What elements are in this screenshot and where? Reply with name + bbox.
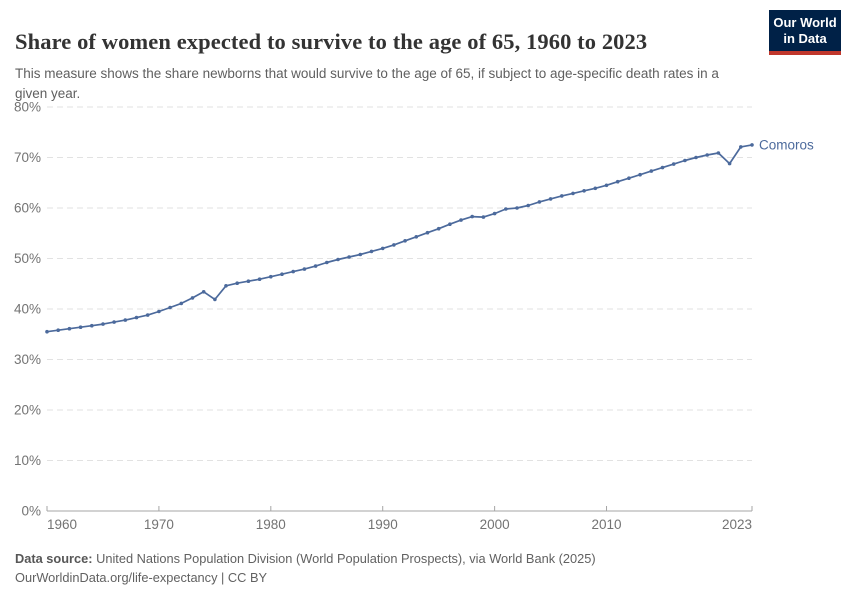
- data-source-text: United Nations Population Division (Worl…: [92, 551, 596, 566]
- data-point[interactable]: [638, 172, 642, 177]
- data-point[interactable]: [604, 183, 609, 188]
- data-point[interactable]: [548, 197, 553, 201]
- data-point[interactable]: [582, 189, 586, 193]
- data-point[interactable]: [459, 218, 463, 222]
- data-point[interactable]: [392, 243, 396, 247]
- data-point[interactable]: [615, 179, 620, 184]
- data-point[interactable]: [515, 206, 519, 210]
- data-point[interactable]: [470, 214, 475, 219]
- entity-label[interactable]: Comoros: [759, 137, 814, 152]
- data-point[interactable]: [213, 297, 217, 302]
- data-point[interactable]: [571, 191, 575, 196]
- x-tick-label: 1970: [144, 517, 174, 532]
- y-tick-label: 60%: [14, 201, 41, 216]
- data-point[interactable]: [649, 169, 654, 173]
- data-point[interactable]: [157, 309, 161, 314]
- data-point[interactable]: [727, 161, 732, 166]
- y-tick-label: 10%: [14, 453, 41, 468]
- x-tick-label: 1960: [47, 517, 77, 532]
- data-point[interactable]: [123, 318, 128, 322]
- y-tick-label: 80%: [14, 100, 41, 115]
- y-tick-label: 40%: [14, 302, 41, 317]
- data-source-label: Data source:: [15, 551, 93, 566]
- data-point[interactable]: [403, 239, 407, 243]
- chart-subtitle: This measure shows the share newborns th…: [15, 65, 719, 101]
- data-point[interactable]: [660, 165, 665, 170]
- data-point[interactable]: [235, 281, 239, 286]
- data-point[interactable]: [201, 290, 206, 294]
- x-tick-label: 2000: [480, 517, 510, 532]
- attribution-line: OurWorldinData.org/life-expectancy | CC …: [15, 568, 835, 587]
- data-point[interactable]: [134, 315, 139, 320]
- data-point[interactable]: [90, 323, 94, 328]
- data-point[interactable]: [179, 301, 184, 306]
- data-point[interactable]: [369, 249, 374, 254]
- data-point[interactable]: [739, 145, 743, 149]
- data-point[interactable]: [246, 279, 251, 284]
- data-point[interactable]: [448, 222, 452, 226]
- license-link[interactable]: CC BY: [227, 570, 268, 585]
- chart-footer: Data source: United Nations Population D…: [15, 549, 835, 587]
- series-line[interactable]: [46, 144, 753, 333]
- data-point[interactable]: [380, 246, 385, 251]
- x-tick-label: 2010: [592, 517, 622, 532]
- data-point[interactable]: [336, 257, 340, 262]
- data-point[interactable]: [560, 194, 564, 198]
- data-point[interactable]: [291, 269, 296, 274]
- data-point[interactable]: [145, 313, 150, 317]
- y-tick-label: 0%: [21, 504, 41, 519]
- x-tick-label: 1980: [256, 517, 286, 532]
- data-point[interactable]: [671, 162, 676, 166]
- data-point[interactable]: [425, 230, 430, 235]
- data-point[interactable]: [257, 277, 262, 282]
- data-point[interactable]: [414, 235, 419, 239]
- data-point[interactable]: [190, 296, 195, 300]
- owid-logo-line1: Our World: [773, 15, 837, 30]
- data-point[interactable]: [492, 211, 497, 216]
- data-point[interactable]: [313, 264, 318, 268]
- data-point[interactable]: [347, 255, 351, 259]
- data-point[interactable]: [78, 325, 83, 330]
- data-point[interactable]: [325, 260, 329, 265]
- data-point[interactable]: [627, 176, 631, 180]
- data-point[interactable]: [168, 305, 172, 310]
- y-tick-label: 50%: [14, 251, 41, 266]
- data-point[interactable]: [750, 143, 754, 147]
- owid-logo-line2: in Data: [783, 30, 827, 46]
- data-point[interactable]: [705, 153, 709, 157]
- data-point[interactable]: [716, 151, 721, 155]
- data-point[interactable]: [593, 186, 598, 191]
- data-point[interactable]: [67, 326, 72, 331]
- data-point[interactable]: [269, 274, 273, 279]
- data-point[interactable]: [101, 322, 105, 326]
- data-point[interactable]: [683, 158, 687, 163]
- data-point[interactable]: [224, 284, 228, 288]
- data-point[interactable]: [537, 200, 542, 204]
- data-point[interactable]: [481, 215, 486, 219]
- data-point[interactable]: [358, 252, 363, 257]
- data-point[interactable]: [280, 272, 284, 277]
- data-point[interactable]: [504, 207, 508, 211]
- x-tick-label: 1990: [368, 517, 398, 532]
- footer-separator: |: [217, 570, 228, 585]
- data-point[interactable]: [45, 329, 49, 334]
- data-point[interactable]: [526, 203, 530, 208]
- y-tick-label: 30%: [14, 352, 41, 367]
- x-tick-label: 2023: [722, 517, 752, 532]
- data-source-line: Data source: United Nations Population D…: [15, 549, 835, 568]
- data-point[interactable]: [56, 328, 60, 333]
- data-point[interactable]: [112, 320, 116, 324]
- data-point[interactable]: [694, 155, 698, 160]
- owid-logo[interactable]: Our World in Data: [769, 10, 841, 55]
- page-title: Share of women expected to survive to th…: [15, 29, 648, 55]
- owid-url-link[interactable]: OurWorldinData.org/life-expectancy: [15, 570, 218, 585]
- y-tick-label: 70%: [14, 150, 41, 165]
- data-point[interactable]: [302, 267, 307, 271]
- data-point[interactable]: [436, 226, 441, 231]
- y-tick-label: 20%: [14, 403, 41, 418]
